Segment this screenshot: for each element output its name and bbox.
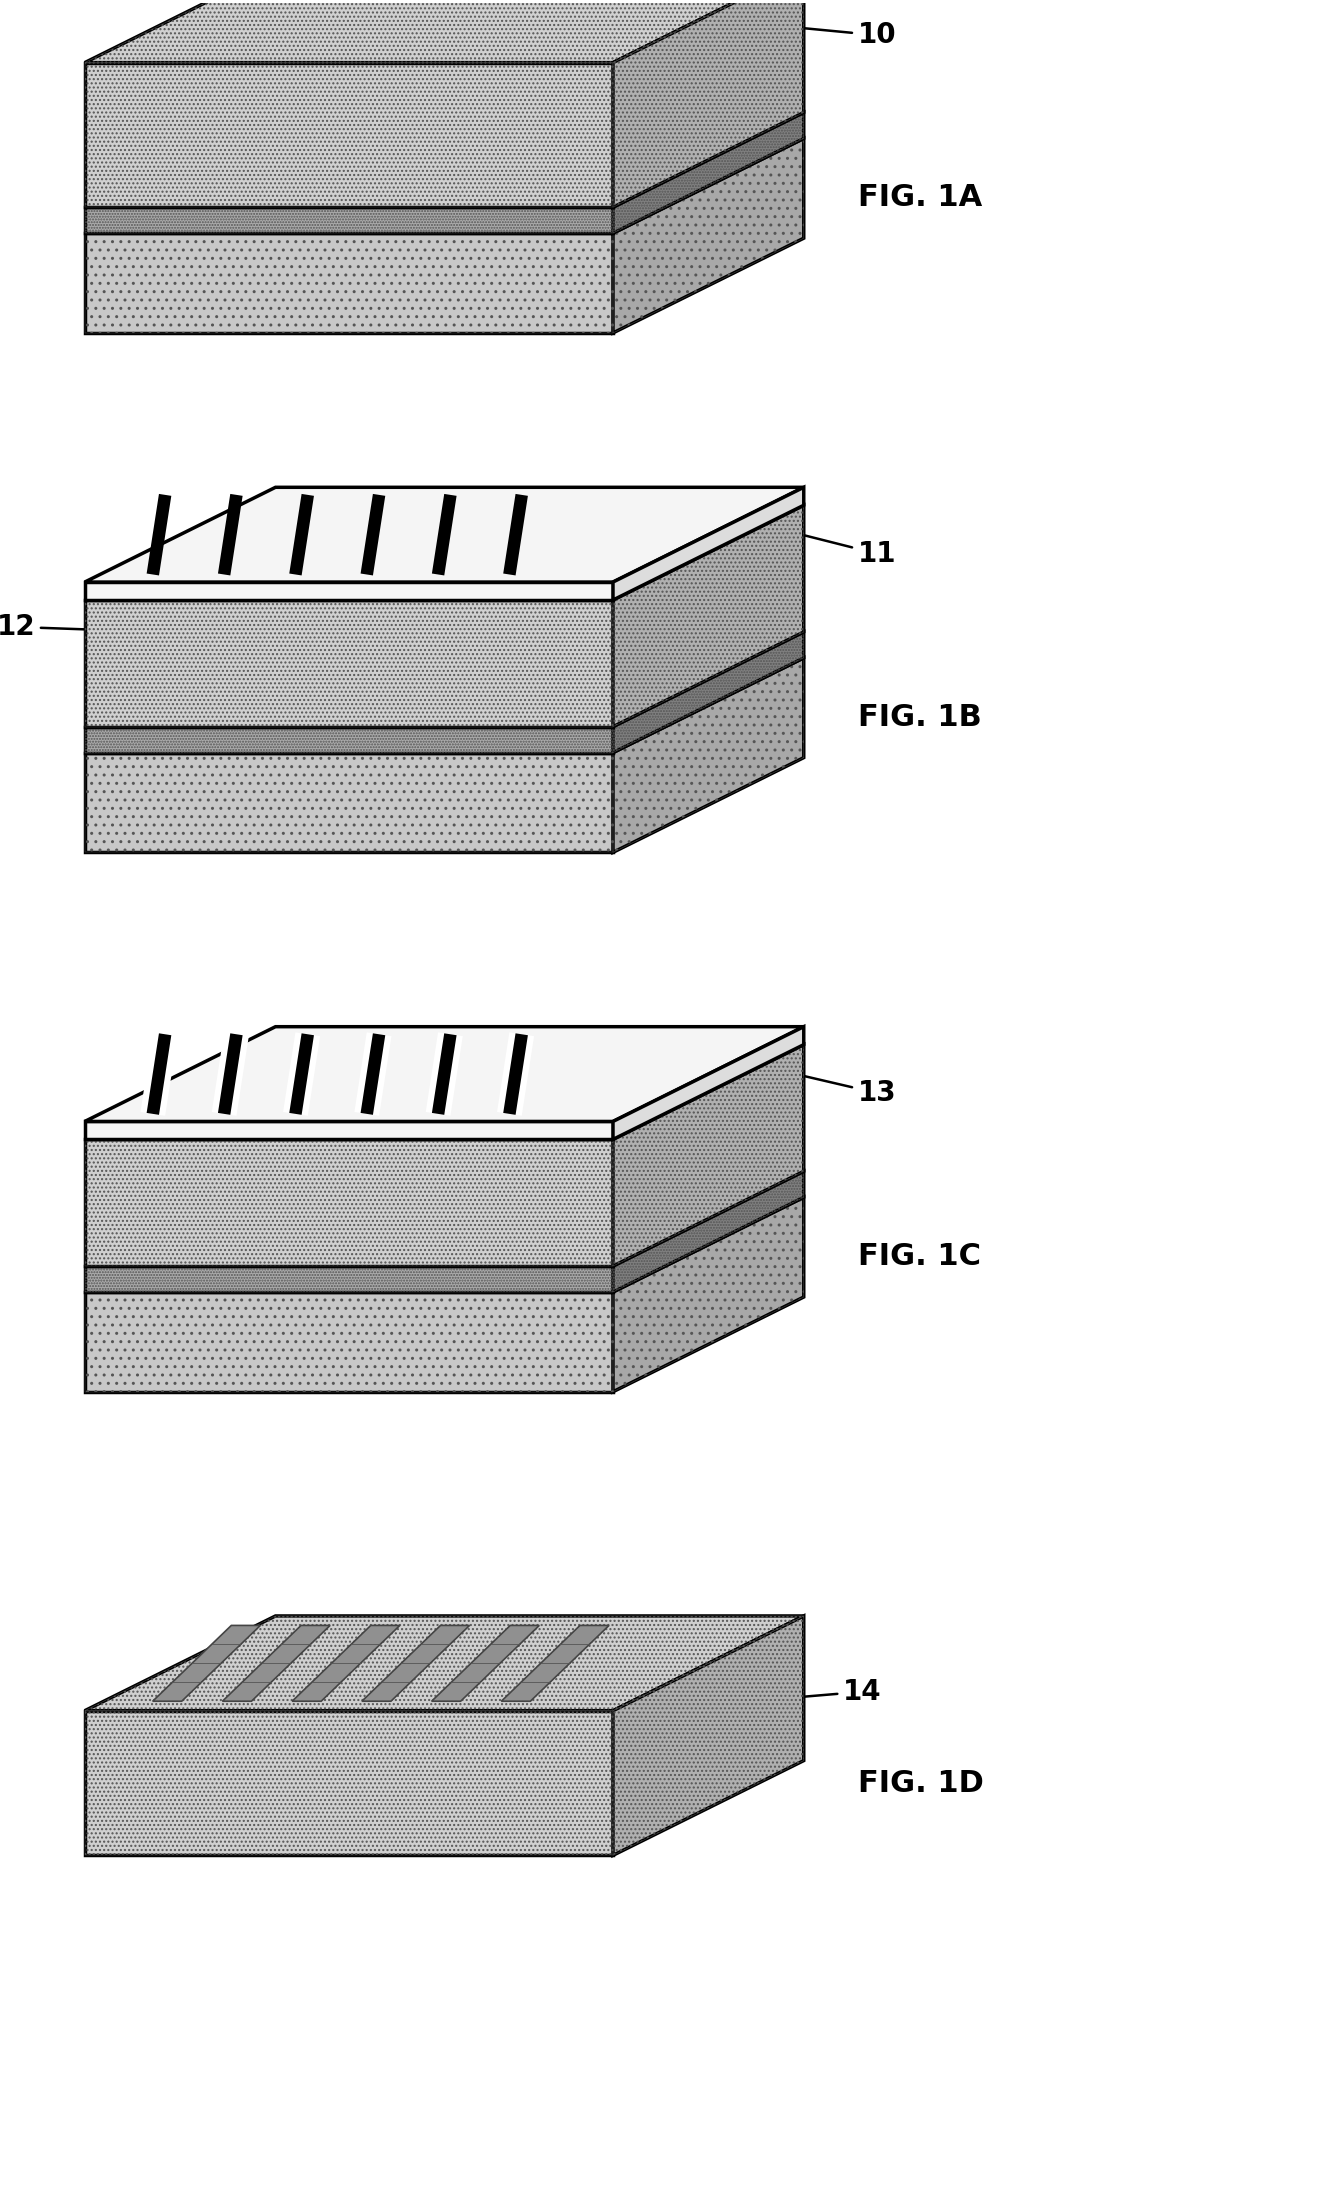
Polygon shape (613, 1172, 804, 1291)
Text: FIG. 1C: FIG. 1C (858, 1242, 980, 1271)
Polygon shape (613, 139, 804, 333)
Text: 10: 10 (306, 811, 345, 846)
Polygon shape (613, 1196, 804, 1392)
Polygon shape (613, 487, 804, 599)
Polygon shape (85, 112, 804, 207)
Polygon shape (613, 1027, 804, 1139)
Polygon shape (85, 1196, 804, 1291)
Polygon shape (85, 1121, 613, 1139)
Polygon shape (85, 234, 613, 333)
Polygon shape (85, 753, 613, 853)
Polygon shape (85, 62, 613, 207)
Polygon shape (85, 1172, 804, 1267)
Polygon shape (362, 1626, 469, 1701)
Polygon shape (85, 139, 804, 234)
Polygon shape (152, 1626, 260, 1701)
Polygon shape (85, 1267, 613, 1291)
Text: 11: 11 (749, 522, 896, 568)
Polygon shape (85, 582, 613, 599)
Text: 11: 11 (341, 1271, 379, 1298)
Polygon shape (85, 599, 613, 727)
Polygon shape (613, 1617, 804, 1855)
Polygon shape (85, 207, 613, 234)
Polygon shape (613, 659, 804, 853)
Text: 10: 10 (720, 20, 896, 48)
Polygon shape (292, 1626, 400, 1701)
Polygon shape (223, 1626, 330, 1701)
Text: 12: 12 (0, 612, 178, 641)
Text: FIG. 1D: FIG. 1D (858, 1769, 984, 1798)
Text: 13: 13 (758, 1066, 896, 1108)
Text: 10: 10 (341, 1333, 379, 1361)
Polygon shape (613, 112, 804, 234)
Polygon shape (613, 0, 804, 207)
Polygon shape (85, 632, 804, 727)
Text: FIG. 1A: FIG. 1A (858, 183, 981, 211)
Text: FIG. 1B: FIG. 1B (858, 703, 981, 731)
Polygon shape (85, 487, 804, 582)
Polygon shape (501, 1626, 609, 1701)
Polygon shape (85, 659, 804, 753)
Polygon shape (85, 504, 804, 599)
Polygon shape (613, 504, 804, 727)
Polygon shape (613, 632, 804, 753)
Polygon shape (85, 1712, 613, 1855)
Polygon shape (85, 1291, 613, 1392)
Polygon shape (85, 1044, 804, 1139)
Polygon shape (85, 0, 804, 62)
Text: 14: 14 (464, 1679, 882, 1725)
Polygon shape (85, 1027, 804, 1121)
Polygon shape (85, 727, 613, 753)
Polygon shape (431, 1626, 540, 1701)
Polygon shape (613, 1044, 804, 1267)
Polygon shape (85, 1617, 804, 1712)
Polygon shape (85, 1139, 613, 1267)
